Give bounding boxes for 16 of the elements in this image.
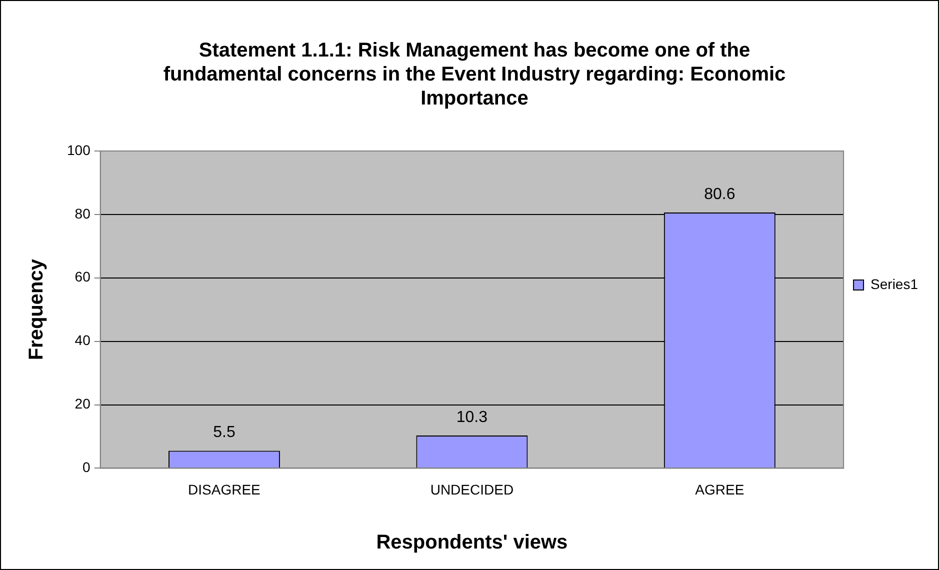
y-tick-label: 20	[74, 396, 91, 412]
legend-label: Series1	[870, 276, 918, 292]
x-tick-label: AGREE	[695, 481, 744, 498]
data-label: 5.5	[213, 424, 236, 442]
x-tick-label: UNDECIDED	[430, 481, 514, 498]
data-label: 10.3	[456, 408, 488, 426]
y-tick-label: 40	[74, 332, 91, 348]
y-axis-title: Frequency	[26, 258, 48, 360]
data-label: 80.6	[704, 186, 736, 203]
y-tick-label: 0	[82, 459, 91, 476]
y-tick-label: 60	[74, 268, 91, 285]
chart-title: Statement 1.1.1: Risk Management has become one of the fundamental concerns in the Event Industry regarding: Economic Importance	[163, 40, 786, 110]
x-axis-title: Respondents' views	[376, 532, 568, 554]
x-tick-label: DISAGREE	[188, 481, 260, 498]
y-tick-label: 100	[67, 142, 91, 158]
y-tick-label: 80	[74, 205, 91, 222]
